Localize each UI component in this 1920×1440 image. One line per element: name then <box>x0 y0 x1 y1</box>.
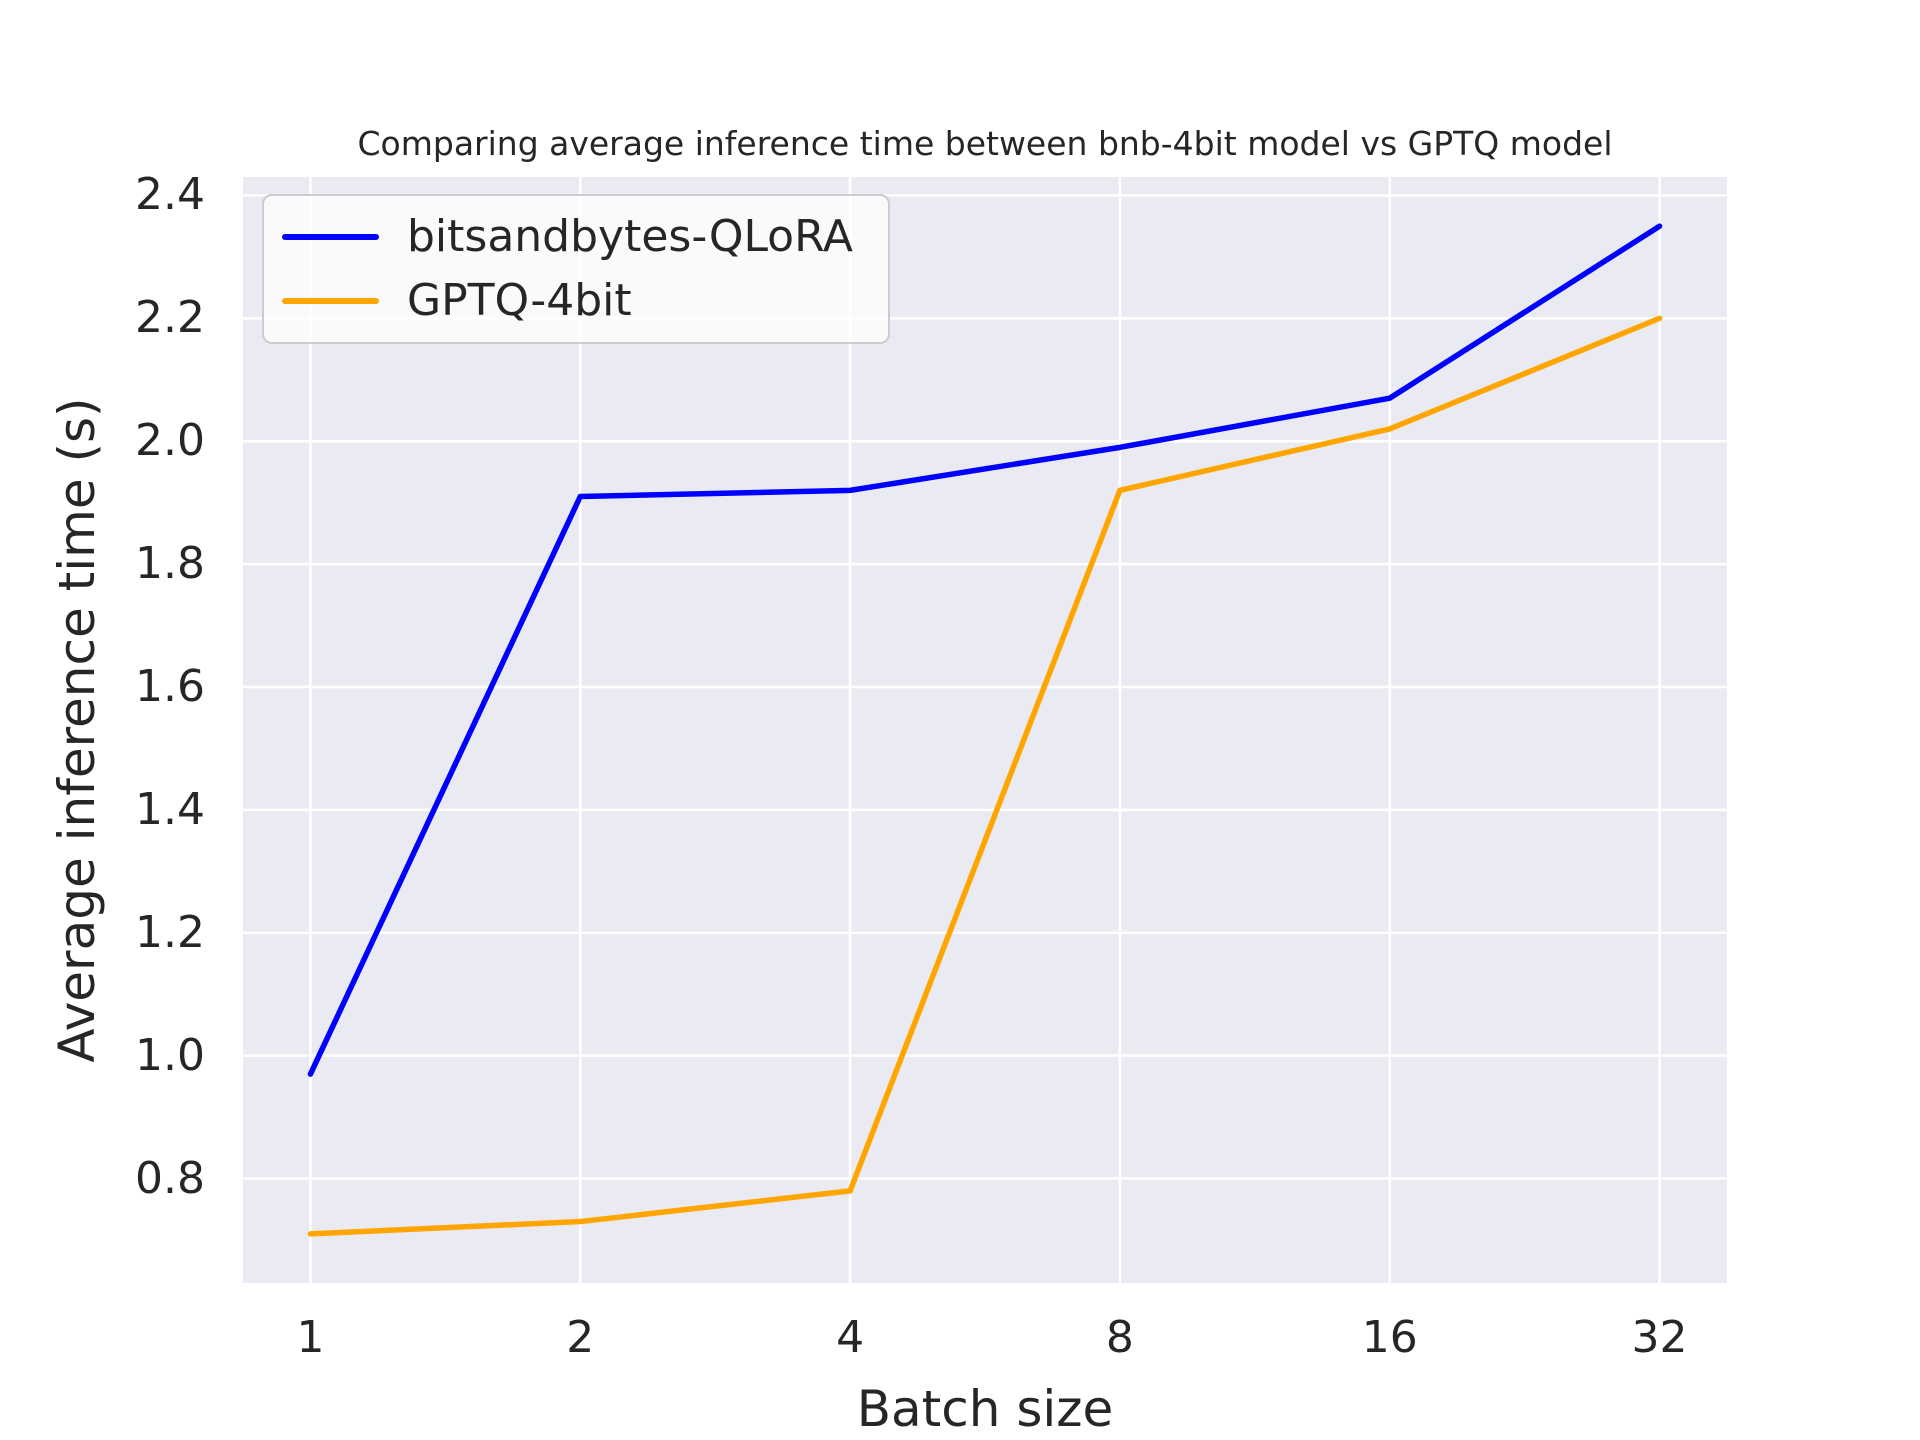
x-tick-label: 16 <box>1361 1312 1418 1363</box>
y-tick-label: 1.8 <box>135 538 205 590</box>
y-tick-label: 2.0 <box>135 415 205 467</box>
legend-item: GPTQ-4bit <box>282 274 888 326</box>
y-tick-label: 2.4 <box>135 169 205 221</box>
series-line-bitsandbytes-QLoRA <box>307 223 1663 1077</box>
plot-area <box>243 177 1727 1283</box>
legend-label: bitsandbytes-QLoRA <box>407 211 853 263</box>
y-axis-label: Average inference time (s) <box>48 397 106 1063</box>
y-tick-label: 1.0 <box>135 1029 205 1081</box>
legend-line-swatch <box>282 297 379 304</box>
legend-label: GPTQ-4bit <box>407 274 632 326</box>
x-tick-label: 1 <box>296 1312 325 1363</box>
y-tick-label: 1.4 <box>135 783 205 835</box>
series-line-GPTQ-4bit <box>307 315 1663 1237</box>
x-tick-label: 2 <box>566 1312 595 1363</box>
legend-line-swatch <box>282 234 379 241</box>
y-tick-label: 0.8 <box>135 1152 205 1204</box>
y-tick-label: 2.2 <box>135 292 205 344</box>
legend: bitsandbytes-QLoRA GPTQ-4bit <box>262 194 890 344</box>
chart-title: Comparing average inference time between… <box>357 124 1613 163</box>
x-axis-label: Batch size <box>856 1380 1114 1438</box>
y-tick-label: 1.6 <box>135 660 205 712</box>
x-tick-label: 8 <box>1105 1312 1134 1363</box>
x-tick-label: 32 <box>1631 1312 1688 1363</box>
y-tick-label: 1.2 <box>135 906 205 958</box>
x-tick-label: 4 <box>836 1312 865 1363</box>
legend-item: bitsandbytes-QLoRA <box>282 215 888 259</box>
